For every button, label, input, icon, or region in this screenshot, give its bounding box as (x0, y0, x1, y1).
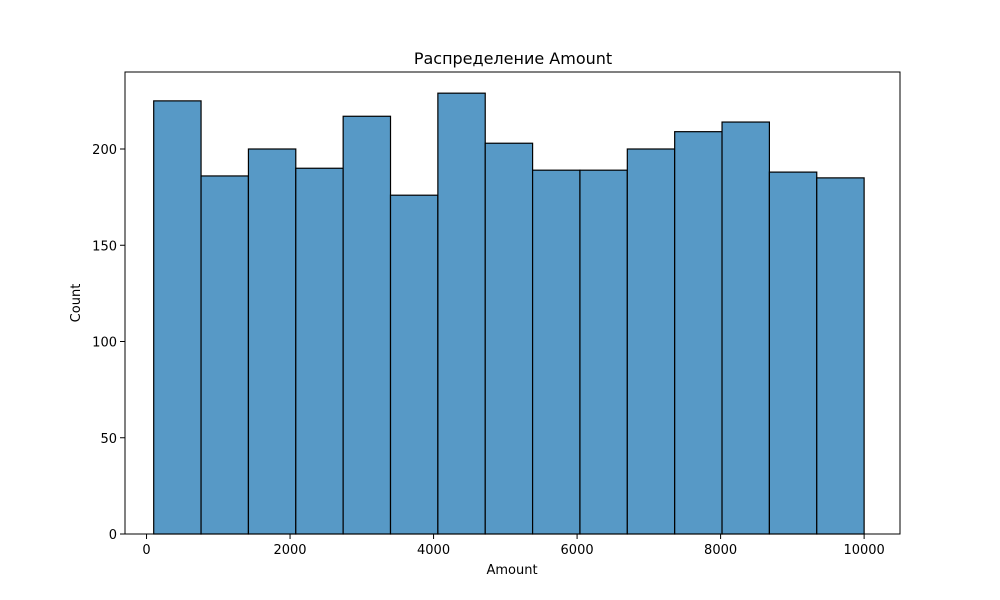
y-axis-ticks: 0 50 100 150 200 (92, 143, 125, 543)
histogram-bar-9 (579, 169, 628, 535)
chart-title: Распределение Amount (414, 49, 612, 68)
y-tick-label-1: 50 (100, 432, 117, 447)
y-tick-label-3: 150 (92, 239, 117, 254)
x-tick-label-0: 0 (142, 543, 150, 558)
histogram-bar-10 (626, 148, 676, 535)
y-tick-label-2: 100 (92, 336, 117, 351)
histogram-bars (153, 92, 865, 535)
y-axis-label: Count (69, 284, 84, 323)
plot-frame (124, 71, 901, 535)
x-axis-label: Amount (486, 563, 537, 578)
x-tick-label-2: 4000 (417, 543, 450, 558)
y-tick-label-0: 0 (109, 528, 117, 543)
x-axis-ticks: 0 2000 4000 6000 8000 10000 (142, 534, 885, 558)
histogram-bar-0 (153, 100, 202, 535)
histogram-bar-13 (768, 171, 818, 535)
y-tick-label-4: 200 (92, 143, 117, 158)
histogram-bar-5 (389, 194, 439, 535)
histogram-bar-4 (342, 115, 392, 535)
histogram-bar-14 (816, 177, 865, 535)
histogram-bar-7 (484, 142, 534, 535)
x-tick-label-4: 8000 (704, 543, 737, 558)
x-tick-label-1: 2000 (273, 543, 306, 558)
histogram-bar-12 (721, 121, 770, 535)
histogram-bar-2 (247, 148, 297, 535)
x-tick-label-5: 10000 (843, 543, 884, 558)
x-tick-label-3: 6000 (561, 543, 594, 558)
histogram-bar-1 (200, 175, 250, 535)
histogram-bar-6 (437, 92, 486, 535)
histogram-bar-11 (674, 131, 723, 535)
histogram-bar-8 (531, 169, 581, 535)
histogram-bar-3 (295, 167, 344, 535)
